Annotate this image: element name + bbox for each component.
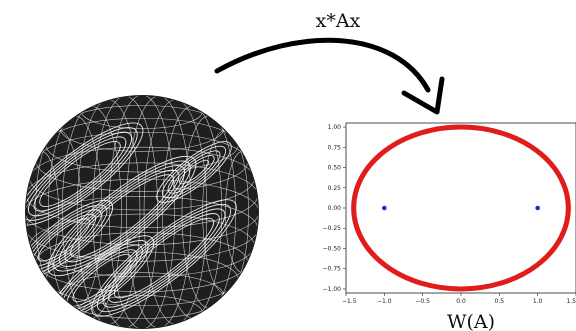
x-tick-label: 1.5 [566, 298, 576, 305]
y-tick-label: −1.00 [323, 286, 342, 293]
y-tick-label: −0.75 [323, 266, 342, 273]
sphere-swirl-band [39, 141, 121, 207]
sphere-swirl-band [96, 203, 232, 313]
y-tick-label: 1.00 [328, 124, 342, 131]
y-axis-ticks: 1.00 0.75 0.50 0.25 0.00 −0.25 −0.50 −0.75 −1.00 [323, 124, 346, 293]
map-arrow [214, 37, 445, 115]
map-arrowhead [401, 76, 445, 115]
sphere-swirl-band [173, 155, 215, 189]
eigenvalue-points [382, 205, 540, 211]
y-tick-label: −0.25 [323, 225, 342, 232]
sphere-swirl-band [26, 127, 138, 221]
y-tick-label: 0.00 [328, 205, 342, 212]
sphere-swirl-band [37, 218, 91, 262]
x-tick-label: −1.0 [377, 298, 392, 305]
x-axis-ticks: −1.5 −1.0 −0.5 0.0 0.5 1.0 1.5 [342, 293, 576, 305]
x-tick-label: 1.0 [533, 298, 543, 305]
x-tick-label: 0.0 [456, 298, 466, 305]
sphere-swirl-band [64, 169, 180, 263]
sphere-illustration [25, 95, 259, 329]
sphere-swirl-band [161, 145, 227, 199]
numerical-range-chart: 1.000.750.500.250.00−0.25−0.50−0.75−1.00… [323, 122, 576, 305]
sphere-swirl-band [91, 199, 237, 317]
sphere-wire-line [108, 96, 176, 328]
sphere-swirl-band [113, 217, 215, 299]
sphere-swirl-band [156, 141, 232, 203]
y-tick-label: 0.50 [328, 165, 342, 172]
y-tick-label: 0.75 [328, 144, 342, 151]
sphere-swirl-band [167, 150, 221, 194]
sphere-swirl-band [27, 131, 133, 217]
sphere-swirl-band [72, 253, 132, 303]
sphere-swirl-band [26, 122, 144, 226]
map-label: x*Ax [316, 10, 361, 32]
y-tick-label: 0.25 [328, 185, 342, 192]
y-tick-label: −0.50 [323, 245, 342, 252]
sphere-swirl-band [179, 159, 209, 185]
eigenvalue-point [535, 205, 540, 211]
x-tick-label: −1.5 [342, 298, 357, 305]
range-label: W(A) [447, 311, 495, 331]
sphere-swirl-band [26, 204, 108, 276]
numerical-range-boundary [351, 124, 571, 292]
sphere-swirl-band [26, 199, 114, 281]
plot-frame [345, 122, 576, 294]
sphere-swirl-band [33, 136, 127, 212]
eigenvalue-point [382, 205, 387, 211]
sphere-swirl-band [102, 208, 226, 308]
x-tick-label: −0.5 [415, 298, 430, 305]
map-arrow-curve [214, 37, 431, 93]
sphere-swirl-band [70, 174, 174, 258]
x-tick-label: 0.5 [495, 298, 505, 305]
